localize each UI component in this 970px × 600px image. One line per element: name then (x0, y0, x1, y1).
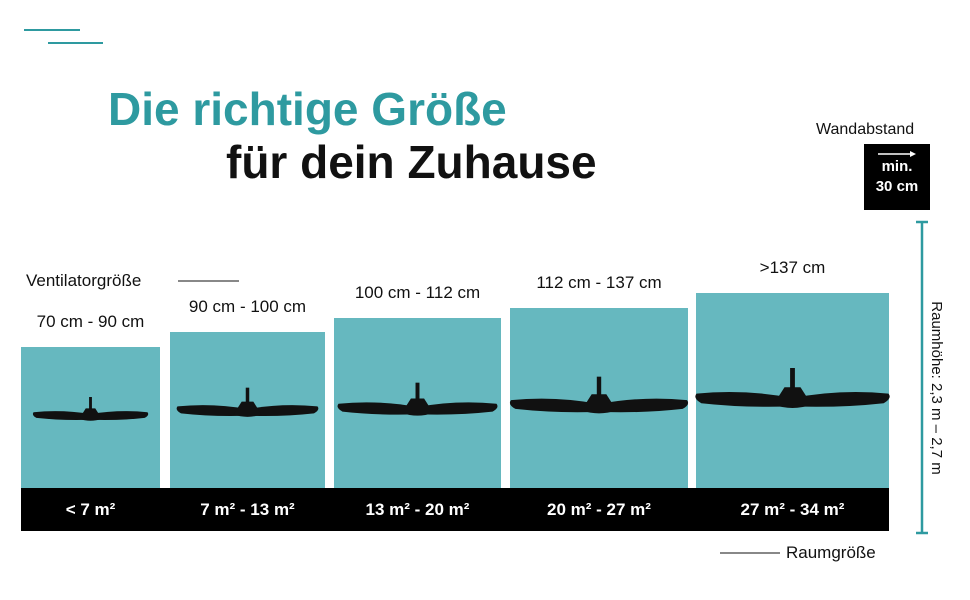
arrow-head (910, 151, 916, 157)
fan-blade (176, 405, 248, 416)
fan-blade (247, 405, 319, 416)
wall-distance-box (864, 144, 930, 210)
fan (509, 376, 689, 414)
fan-rod (245, 387, 250, 404)
fan-blade (792, 391, 890, 407)
room-size: 7 m² - 13 m² (200, 500, 295, 519)
room-size-bar (21, 488, 889, 531)
fan (695, 368, 890, 408)
fan-size: 70 cm - 90 cm (37, 312, 145, 331)
fan-hub (401, 398, 434, 416)
fan-size: 100 cm - 112 cm (355, 283, 480, 302)
fan-rod (89, 397, 92, 411)
room-size: < 7 m² (66, 500, 116, 519)
fan-size: 112 cm - 137 cm (536, 273, 661, 292)
fan-size: >137 cm (760, 258, 826, 277)
fan-blade (337, 402, 418, 415)
room-size: 20 m² - 27 m² (547, 500, 651, 519)
fan-rod (790, 368, 795, 391)
fan-size: 90 cm - 100 cm (189, 297, 306, 316)
wall-distance-label: Wandabstand (816, 121, 914, 138)
fan-rod (596, 376, 602, 398)
fan (337, 382, 498, 416)
fan-hub (79, 408, 102, 421)
wall-distance-value: 30 cm (876, 178, 919, 195)
room-size-label: Raumgröße (786, 543, 876, 562)
fan-blade (695, 391, 793, 407)
fan (176, 387, 319, 417)
fan-blade (417, 402, 498, 415)
fan-hub (773, 387, 812, 408)
fan-blade (509, 398, 599, 413)
fan-blade (599, 398, 689, 413)
fan-blade (90, 411, 149, 421)
room-size: 27 m² - 34 m² (741, 500, 845, 519)
title-line2: für dein Zuhause (226, 136, 597, 188)
fan-rod (415, 382, 420, 402)
items: 70 cm - 90 cm < 7 m² 90 cm - 100 cm 7 m² - … (21, 258, 890, 519)
title-line1: Die richtige Größe (108, 83, 507, 135)
room-size: 13 m² - 20 m² (366, 500, 470, 519)
fan-size-label: Ventilatorgröße (26, 271, 141, 290)
fan-blade (32, 411, 91, 421)
fan-hub (233, 401, 262, 417)
room-height: Raumhöhe: 2,3 m – 2,7 m (928, 301, 945, 474)
fan (32, 397, 149, 421)
wall-distance-min: min. (882, 158, 913, 175)
height-bracket (916, 220, 928, 535)
fan-hub (581, 394, 617, 414)
